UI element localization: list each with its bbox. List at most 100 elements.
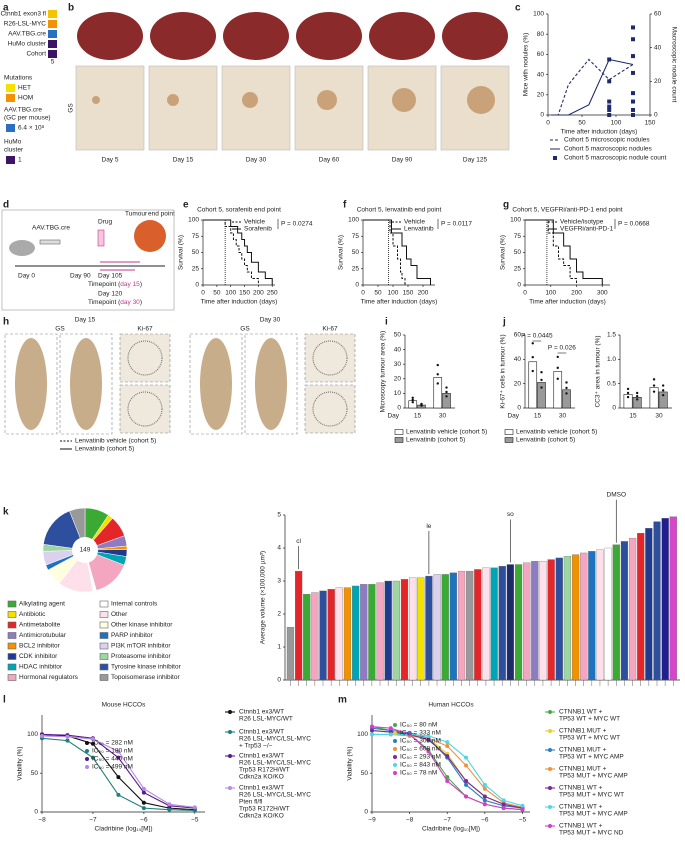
bar <box>409 577 417 681</box>
x-axis-label: Cladribine (log₁₀[M]) <box>422 826 480 833</box>
label: 1 <box>18 157 22 164</box>
survival-curve <box>363 219 406 285</box>
frame <box>1 209 175 311</box>
y2-tick-label: 60 <box>654 11 662 18</box>
label: Day 90 <box>70 273 91 280</box>
timepoint-label: Timepoint (day 15) <box>88 281 142 288</box>
ki67-region <box>127 391 163 427</box>
bar <box>400 579 409 681</box>
label: R26-LSL-MYC <box>4 21 47 28</box>
y-tick-label: 30 <box>394 361 402 368</box>
legend-label: TP53 WT + MYC WT <box>559 716 620 723</box>
legend-label: Ctnnb1 ex3/WT <box>239 753 284 760</box>
histology-image <box>440 65 510 151</box>
bar <box>368 584 376 681</box>
x-tick-label: −8 <box>38 817 46 824</box>
x-axis-label: Day <box>507 413 519 420</box>
shape <box>6 84 15 92</box>
label: GS <box>55 326 65 333</box>
y2-tick-label: 40 <box>654 44 662 51</box>
y-tick-label: 0 <box>517 405 521 412</box>
series-line <box>551 58 634 116</box>
legend-label: CTNNB1 WT + <box>559 823 603 830</box>
legend-swatch <box>48 20 57 28</box>
y-tick-label: 80 <box>537 31 545 38</box>
point <box>370 732 374 737</box>
legend-marker <box>228 730 232 734</box>
legend-marker <box>228 710 232 714</box>
survival-curve <box>525 219 578 285</box>
legend-label: PI3K mTOR inhibitor <box>111 643 171 650</box>
point <box>445 744 450 749</box>
y-tick-label: 0 <box>355 282 359 289</box>
legend-swatch <box>99 674 109 681</box>
y-axis-label: Survival (%) <box>500 235 507 270</box>
pie-slice <box>43 510 86 551</box>
bar <box>319 590 327 681</box>
label: Drug <box>98 219 112 226</box>
label: Ctnnb1 exon3 fl <box>0 11 46 18</box>
chart-title: Cohort 5, VEGFRi/anti-PD-1 end point <box>512 207 622 214</box>
point <box>116 755 121 760</box>
label: Ki-67 <box>322 326 338 333</box>
legend-label: TP53 MUT + MYC AMP <box>559 773 628 780</box>
dot <box>436 363 439 367</box>
legend-swatch <box>99 621 109 629</box>
y-tick-label: 40 <box>514 356 522 363</box>
point <box>607 113 612 117</box>
annotation-marker <box>393 747 397 751</box>
legend-label: Vehicle/isotype <box>560 219 604 226</box>
point <box>426 749 431 754</box>
x-tick-label: 150 <box>403 290 414 297</box>
p-value: P = 0.0668 <box>618 221 650 228</box>
annotation-marker <box>393 739 397 743</box>
survival-curve <box>363 219 431 285</box>
point <box>141 786 146 791</box>
x-tick-label: 50 <box>213 290 221 297</box>
bar <box>335 587 343 681</box>
bar <box>669 516 677 681</box>
legend-label: PARP inhibitor <box>111 632 154 639</box>
x-tick-label: −8 <box>406 817 414 824</box>
panel-label: l <box>3 695 6 706</box>
legend-marker <box>548 767 552 771</box>
annotation-marker <box>393 723 397 727</box>
bar <box>604 547 612 681</box>
annotation-marker <box>393 771 397 775</box>
drug-icon <box>97 229 105 247</box>
legend-label: Other <box>111 611 128 618</box>
y2-tick-label: 0 <box>654 112 658 119</box>
point <box>464 782 469 787</box>
legend-marker <box>228 786 232 790</box>
bar <box>637 533 645 681</box>
ki67-region <box>127 340 163 376</box>
point <box>426 737 431 742</box>
legend-label: R26 LSL-MYC/LSL-MYC <box>239 792 311 799</box>
x-tick-label: 150 <box>239 290 250 297</box>
x-axis-label: Time after induction (days) <box>201 299 278 306</box>
bar <box>433 574 441 681</box>
label: Day 30 <box>246 157 267 164</box>
point <box>607 104 612 109</box>
point <box>631 91 635 96</box>
timepoint-part: Timepoint ( <box>88 281 121 288</box>
annotation: IC₅₀ = 308 nM <box>400 738 441 745</box>
bar <box>553 371 563 409</box>
panel-label: j <box>502 317 506 328</box>
x-axis-label: Time after induction (days) <box>529 299 606 306</box>
point <box>445 775 450 780</box>
chart-title: Cohort 5, lenvatinib end point <box>357 207 442 214</box>
point <box>65 734 70 739</box>
legend-swatch <box>99 663 109 671</box>
legend-label: CTNNB1 WT + <box>559 709 603 716</box>
x-axis-label: Day <box>387 413 399 420</box>
legend-label: Ctnnb1 ex3/WT <box>239 785 284 792</box>
bar <box>612 544 620 681</box>
x-tick-label: −9 <box>368 817 376 824</box>
dot <box>436 382 439 385</box>
bar <box>376 582 384 681</box>
y-tick-label: 100 <box>533 11 544 18</box>
y-tick-label: 50 <box>514 249 522 256</box>
point <box>426 733 431 738</box>
